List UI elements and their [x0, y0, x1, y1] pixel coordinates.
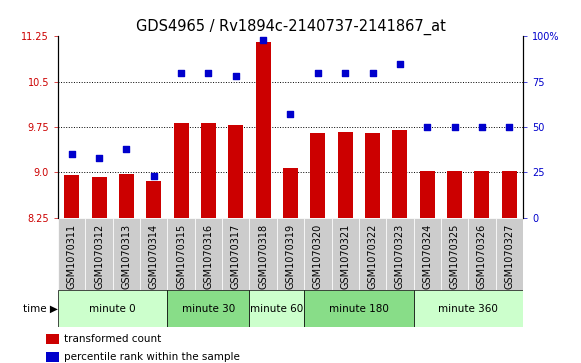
- Bar: [277, 218, 304, 290]
- Bar: [392, 130, 407, 218]
- Text: minute 60: minute 60: [250, 303, 303, 314]
- Text: GSM1070322: GSM1070322: [368, 224, 378, 289]
- Bar: [256, 42, 271, 218]
- Bar: [92, 177, 107, 218]
- Point: [259, 37, 268, 43]
- Point: [313, 70, 322, 76]
- Bar: [414, 218, 441, 290]
- Point: [122, 146, 131, 152]
- Point: [504, 124, 514, 130]
- Bar: [113, 218, 140, 290]
- Bar: [146, 181, 162, 218]
- Bar: [195, 218, 222, 290]
- Bar: [249, 218, 277, 290]
- Text: GSM1070316: GSM1070316: [203, 224, 213, 289]
- Text: GSM1070325: GSM1070325: [450, 224, 460, 289]
- Bar: [283, 168, 298, 218]
- Bar: [338, 132, 353, 218]
- Bar: [174, 123, 189, 218]
- Point: [340, 70, 350, 76]
- Bar: [502, 171, 517, 218]
- Text: GSM1070315: GSM1070315: [176, 224, 186, 289]
- Point: [450, 124, 459, 130]
- Text: minute 30: minute 30: [182, 303, 235, 314]
- Text: GSM1070312: GSM1070312: [94, 224, 104, 289]
- Bar: [496, 218, 523, 290]
- Bar: [419, 171, 435, 218]
- Bar: [365, 133, 380, 218]
- Text: transformed count: transformed count: [64, 334, 161, 344]
- Bar: [228, 125, 243, 218]
- Bar: [249, 290, 304, 327]
- Bar: [468, 218, 496, 290]
- Bar: [140, 218, 167, 290]
- Point: [149, 173, 159, 179]
- Text: GSM1070324: GSM1070324: [422, 224, 432, 289]
- Text: percentile rank within the sample: percentile rank within the sample: [64, 352, 240, 362]
- Bar: [222, 218, 249, 290]
- Text: GSM1070327: GSM1070327: [504, 224, 514, 289]
- Bar: [119, 174, 134, 218]
- Point: [67, 151, 77, 157]
- Point: [231, 73, 241, 79]
- Point: [477, 124, 486, 130]
- Bar: [359, 218, 386, 290]
- Bar: [167, 290, 249, 327]
- Point: [368, 70, 377, 76]
- Bar: [310, 133, 325, 218]
- Bar: [414, 290, 523, 327]
- Bar: [474, 171, 489, 218]
- Bar: [64, 175, 79, 218]
- Point: [204, 70, 213, 76]
- Text: GSM1070311: GSM1070311: [67, 224, 77, 289]
- Point: [177, 70, 186, 76]
- Bar: [201, 123, 216, 218]
- Bar: [167, 218, 195, 290]
- Text: GSM1070323: GSM1070323: [395, 224, 405, 289]
- Bar: [304, 218, 332, 290]
- Bar: [332, 218, 359, 290]
- Text: GSM1070326: GSM1070326: [477, 224, 487, 289]
- Text: minute 360: minute 360: [438, 303, 498, 314]
- Point: [286, 111, 295, 117]
- Point: [395, 61, 404, 66]
- Text: minute 0: minute 0: [89, 303, 136, 314]
- Text: GSM1070321: GSM1070321: [340, 224, 350, 289]
- Bar: [441, 218, 468, 290]
- Title: GDS4965 / Rv1894c-2140737-2141867_at: GDS4965 / Rv1894c-2140737-2141867_at: [135, 19, 446, 35]
- Bar: [46, 352, 59, 362]
- Bar: [386, 218, 414, 290]
- Bar: [304, 290, 414, 327]
- Bar: [58, 290, 167, 327]
- Point: [422, 124, 432, 130]
- Text: GSM1070317: GSM1070317: [231, 224, 241, 289]
- Point: [95, 155, 104, 161]
- Text: GSM1070319: GSM1070319: [285, 224, 296, 289]
- Bar: [58, 218, 85, 290]
- Text: GSM1070320: GSM1070320: [313, 224, 323, 289]
- Bar: [46, 334, 59, 344]
- Bar: [447, 171, 462, 218]
- Bar: [85, 218, 113, 290]
- Text: minute 180: minute 180: [329, 303, 389, 314]
- Text: GSM1070318: GSM1070318: [258, 224, 268, 289]
- Text: time ▶: time ▶: [23, 303, 58, 314]
- Text: GSM1070314: GSM1070314: [149, 224, 159, 289]
- Text: GSM1070313: GSM1070313: [121, 224, 131, 289]
